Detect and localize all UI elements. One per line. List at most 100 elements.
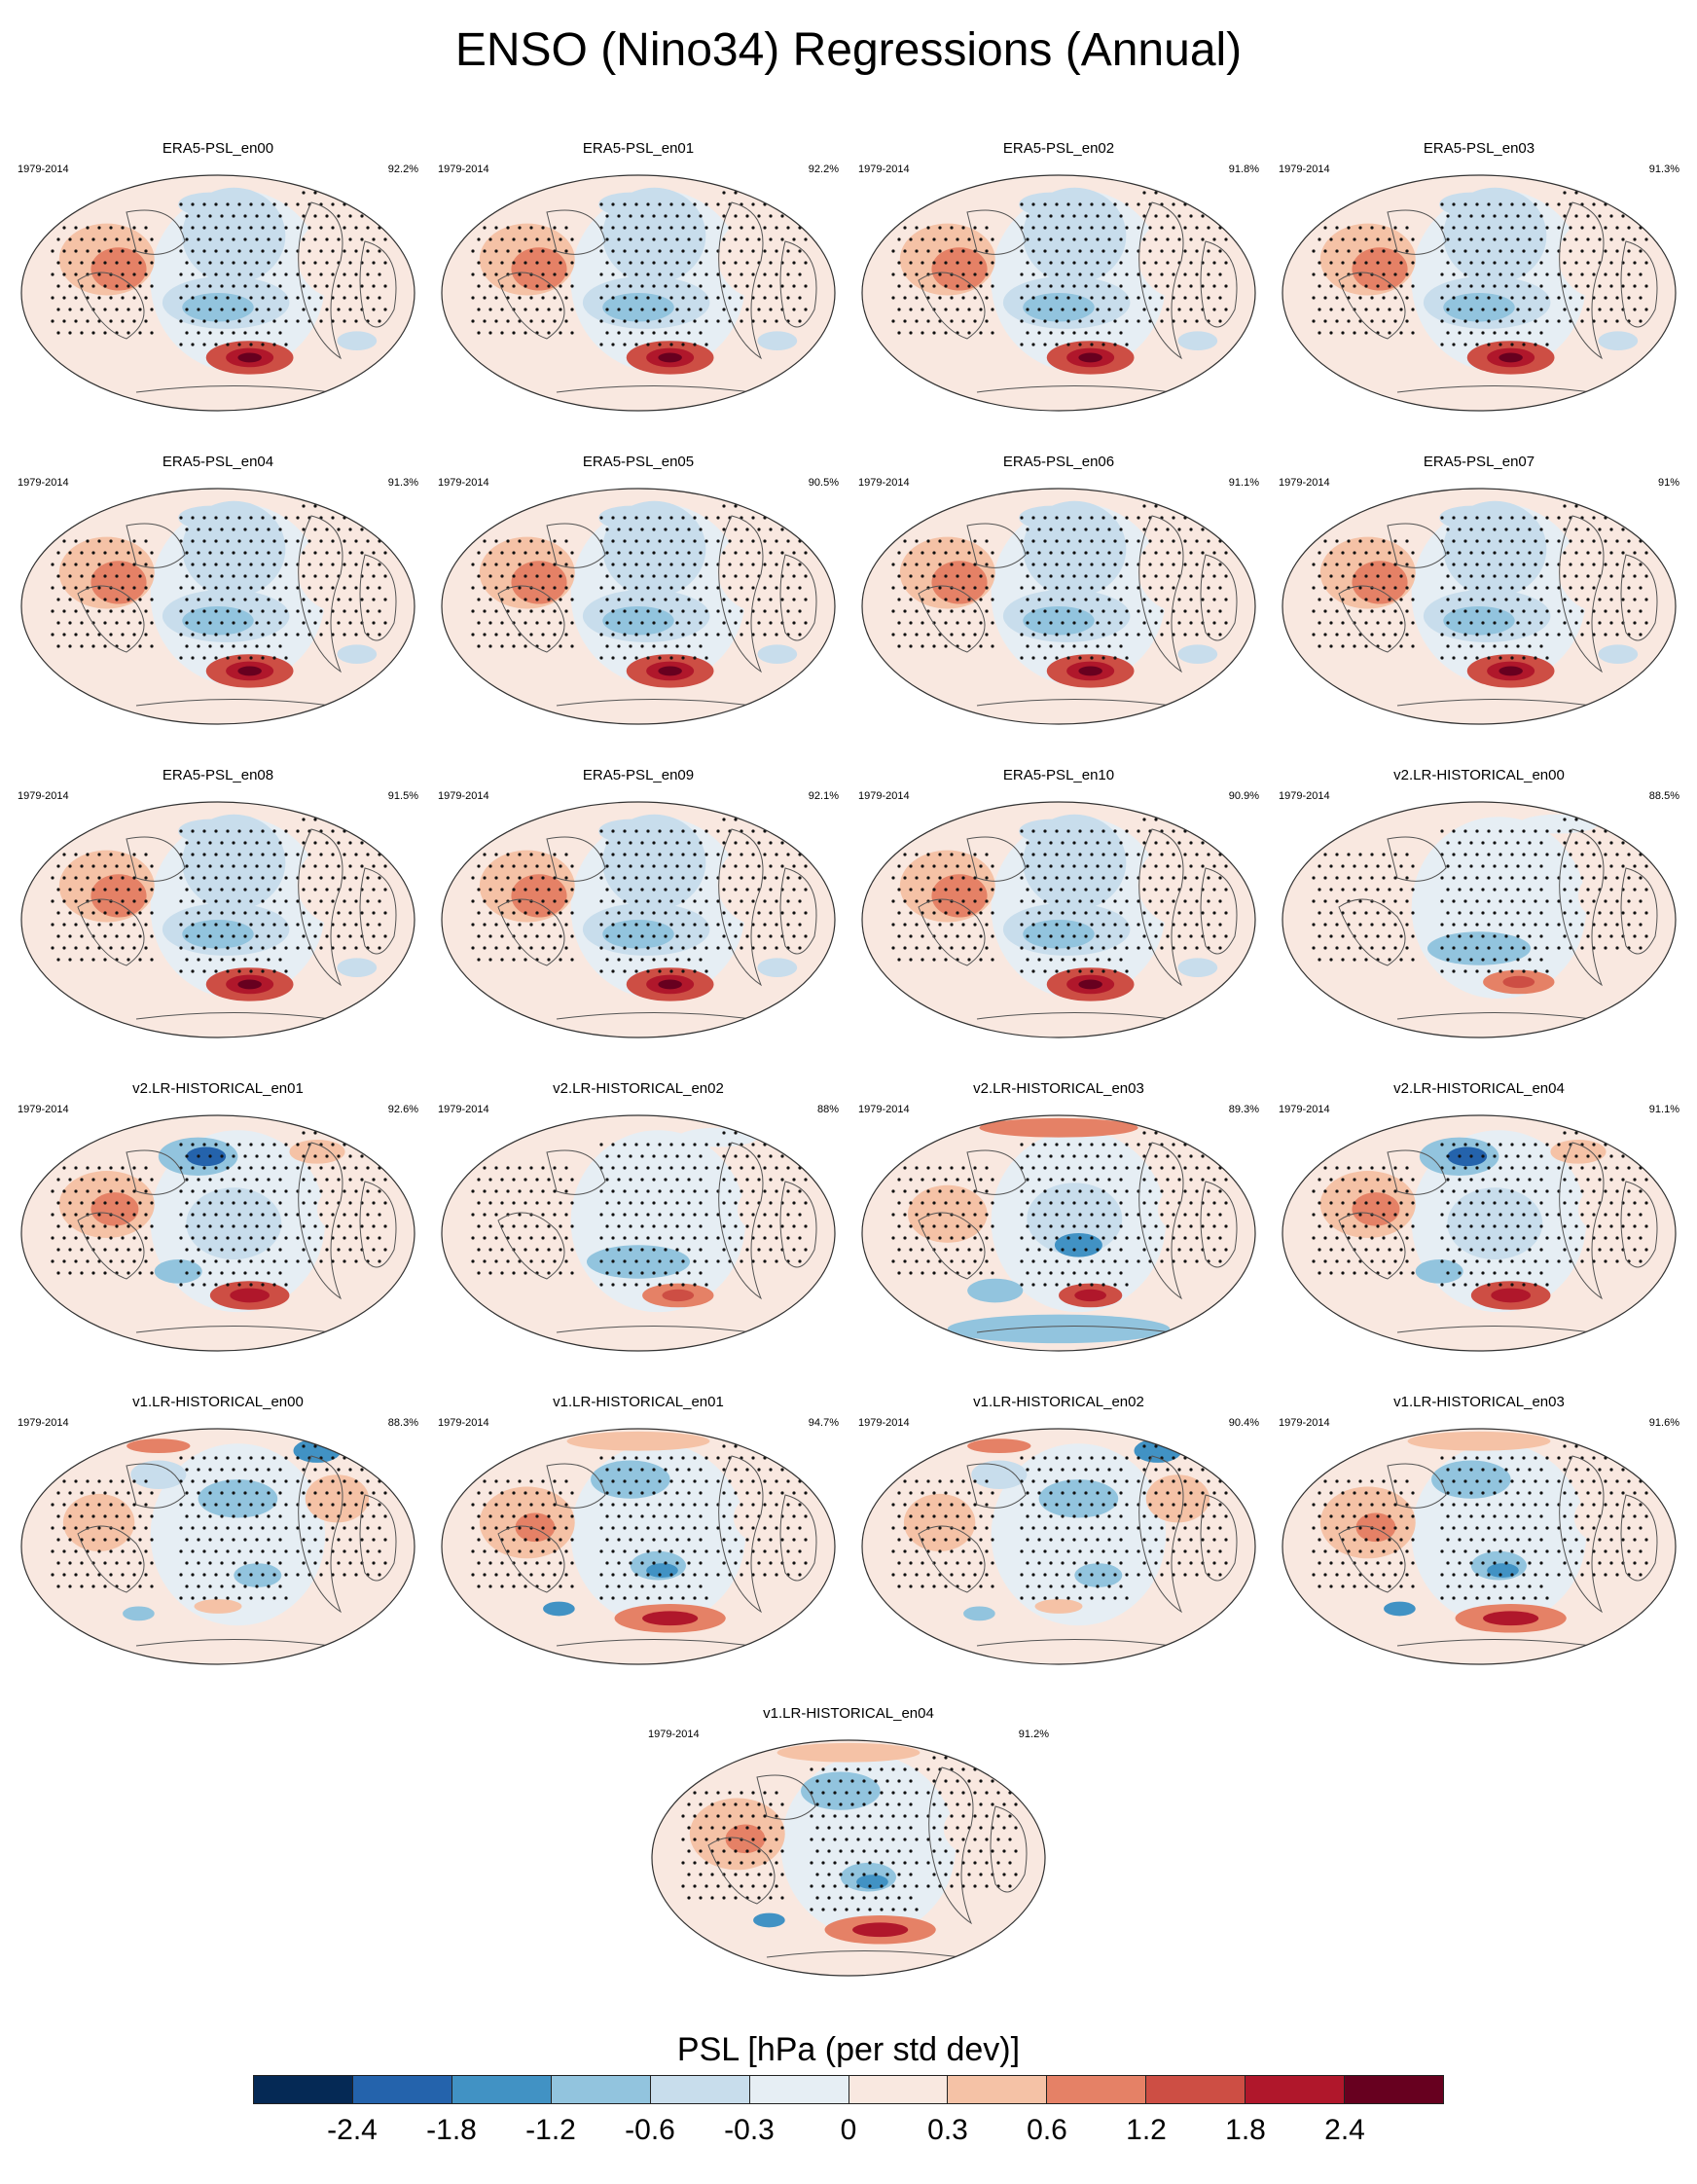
map-panel: ERA5-PSL_en03 1979-2014 91.3%: [1275, 140, 1683, 432]
map-panel: v2.LR-HISTORICAL_en01 1979-2014 92.6%: [14, 1080, 422, 1372]
panel-period: 1979-2014: [438, 477, 489, 489]
psl-regression-map: [20, 488, 415, 725]
colorbar-tick-label: -1.8: [426, 2114, 477, 2146]
colorbar-tick-label: 0.6: [1027, 2114, 1067, 2146]
panel-title: ERA5-PSL_en02: [1002, 140, 1115, 157]
map-panel: ERA5-PSL_en09 1979-2014 92.1%: [434, 767, 843, 1059]
map-panel: ERA5-PSL_en08 1979-2014 91.5%: [14, 767, 422, 1059]
panel-period: 1979-2014: [18, 164, 69, 175]
psl-regression-map: [20, 1114, 415, 1352]
map-panel: v1.LR-HISTORICAL_en02 1979-2014 90.4%: [854, 1394, 1263, 1686]
panel-title: ERA5-PSL_en01: [582, 140, 695, 157]
map-panel: ERA5-PSL_en02 1979-2014 91.8%: [854, 140, 1263, 432]
panel-pattern-correlation: 88.5%: [1648, 790, 1679, 802]
figure-title: ENSO (Nino34) Regressions (Annual): [454, 24, 1243, 76]
panel-pattern-correlation: 91.5%: [387, 790, 418, 802]
map-panel: v1.LR-HISTORICAL_en03 1979-2014 91.6%: [1275, 1394, 1683, 1686]
panel-period: 1979-2014: [438, 1417, 489, 1429]
colorbar-tick-label: 1.8: [1225, 2114, 1266, 2146]
panel-pattern-correlation: 92.6%: [387, 1104, 418, 1115]
panel-title: v2.LR-HISTORICAL_en01: [132, 1080, 304, 1097]
psl-regression-map: [861, 488, 1256, 725]
panel-period: 1979-2014: [438, 790, 489, 802]
panel-pattern-correlation: 91.1%: [1228, 477, 1259, 489]
panel-title: v1.LR-HISTORICAL_en04: [763, 1705, 934, 1722]
panel-title: ERA5-PSL_en03: [1423, 140, 1535, 157]
panel-title: v2.LR-HISTORICAL_en02: [553, 1080, 724, 1097]
colorbar-swatch: [1345, 2076, 1444, 2103]
panel-pattern-correlation: 91.2%: [1018, 1729, 1049, 1740]
panel-title: v1.LR-HISTORICAL_en00: [132, 1394, 304, 1410]
panel-pattern-correlation: 94.7%: [808, 1417, 839, 1429]
panel-period: 1979-2014: [1279, 1417, 1330, 1429]
panel-pattern-correlation: 91.3%: [1648, 164, 1679, 175]
panel-pattern-correlation: 91%: [1657, 477, 1679, 489]
colorbar-tick-label: -0.6: [625, 2114, 675, 2146]
colorbar-swatch: [551, 2076, 651, 2103]
map-panel: v1.LR-HISTORICAL_en04 1979-2014 91.2%: [644, 1705, 1053, 1997]
psl-regression-map: [861, 1114, 1256, 1352]
panel-pattern-correlation: 92.2%: [808, 164, 839, 175]
panel-pattern-correlation: 92.2%: [387, 164, 418, 175]
panel-period: 1979-2014: [18, 1417, 69, 1429]
psl-regression-map: [1282, 1114, 1677, 1352]
colorbar-swatch: [451, 2076, 552, 2103]
colorbar-tick-label: -2.4: [327, 2114, 378, 2146]
map-panel: v2.LR-HISTORICAL_en02 1979-2014 88%: [434, 1080, 843, 1372]
map-panel: ERA5-PSL_en04 1979-2014 91.3%: [14, 454, 422, 746]
panel-title: v1.LR-HISTORICAL_en01: [553, 1394, 724, 1410]
psl-regression-map: [1282, 801, 1677, 1038]
panel-period: 1979-2014: [1279, 164, 1330, 175]
panel-title: ERA5-PSL_en10: [1002, 767, 1115, 783]
panel-pattern-correlation: 90.9%: [1228, 790, 1259, 802]
panel-period: 1979-2014: [858, 1417, 910, 1429]
colorbar-tick-label: 0.3: [927, 2114, 968, 2146]
panel-period: 1979-2014: [18, 477, 69, 489]
colorbar-swatch: [1146, 2076, 1246, 2103]
psl-regression-map: [861, 801, 1256, 1038]
colorbar-swatch: [749, 2076, 849, 2103]
panel-pattern-correlation: 91.8%: [1228, 164, 1259, 175]
panel-period: 1979-2014: [858, 1104, 910, 1115]
map-panel: ERA5-PSL_en06 1979-2014 91.1%: [854, 454, 1263, 746]
psl-regression-map: [20, 1428, 415, 1665]
psl-regression-map: [861, 1428, 1256, 1665]
psl-regression-map: [1282, 1428, 1677, 1665]
panel-pattern-correlation: 91.3%: [387, 477, 418, 489]
psl-regression-map: [441, 801, 836, 1038]
psl-regression-map: [20, 174, 415, 412]
colorbar-swatch: [848, 2076, 949, 2103]
colorbar-swatch: [650, 2076, 750, 2103]
psl-regression-map: [441, 488, 836, 725]
panel-period: 1979-2014: [1279, 477, 1330, 489]
panel-title: ERA5-PSL_en08: [162, 767, 274, 783]
panel-period: 1979-2014: [1279, 1104, 1330, 1115]
panel-title: ERA5-PSL_en00: [162, 140, 274, 157]
panel-title: ERA5-PSL_en05: [582, 454, 695, 470]
panel-period: 1979-2014: [438, 1104, 489, 1115]
map-panel: ERA5-PSL_en07 1979-2014 91%: [1275, 454, 1683, 746]
panel-period: 1979-2014: [858, 164, 910, 175]
psl-regression-map: [861, 174, 1256, 412]
colorbar-swatch: [948, 2076, 1048, 2103]
panel-pattern-correlation: 90.4%: [1228, 1417, 1259, 1429]
colorbar-tick-label: -1.2: [525, 2114, 576, 2146]
panel-pattern-correlation: 88%: [816, 1104, 839, 1115]
panel-pattern-correlation: 91.6%: [1648, 1417, 1679, 1429]
colorbar-tick-label: 1.2: [1126, 2114, 1167, 2146]
panel-title: ERA5-PSL_en06: [1002, 454, 1115, 470]
colorbar-tick-label: -0.3: [724, 2114, 775, 2146]
panel-period: 1979-2014: [858, 477, 910, 489]
map-panel: ERA5-PSL_en10 1979-2014 90.9%: [854, 767, 1263, 1059]
panel-title: v1.LR-HISTORICAL_en03: [1393, 1394, 1565, 1410]
panel-pattern-correlation: 88.3%: [387, 1417, 418, 1429]
colorbar: [253, 2075, 1444, 2104]
map-panel: v2.LR-HISTORICAL_en04 1979-2014 91.1%: [1275, 1080, 1683, 1372]
panel-period: 1979-2014: [1279, 790, 1330, 802]
psl-regression-map: [441, 1114, 836, 1352]
panel-pattern-correlation: 90.5%: [808, 477, 839, 489]
panel-title: v2.LR-HISTORICAL_en00: [1393, 767, 1565, 783]
map-panel: v1.LR-HISTORICAL_en01 1979-2014 94.7%: [434, 1394, 843, 1686]
map-panel: ERA5-PSL_en00 1979-2014 92.2%: [14, 140, 422, 432]
map-panel: ERA5-PSL_en01 1979-2014 92.2%: [434, 140, 843, 432]
